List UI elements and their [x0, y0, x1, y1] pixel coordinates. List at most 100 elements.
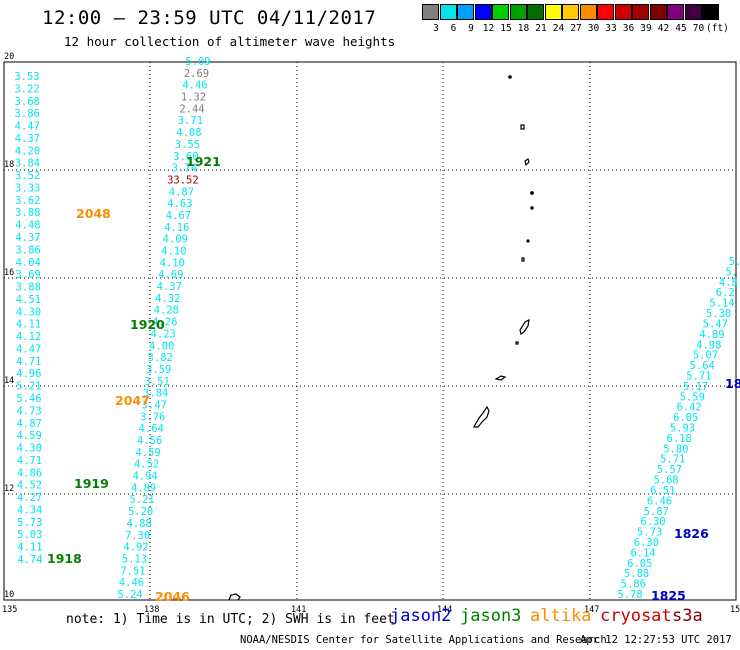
island — [515, 341, 519, 345]
wave-height-value: 3.88 — [15, 207, 40, 219]
legend-label: 21 — [535, 23, 547, 34]
lon-tick-label: 147 — [584, 605, 599, 615]
wave-height-value: 4.87 — [169, 186, 194, 198]
legend-swatch — [422, 4, 439, 20]
lon-tick-label: 135 — [2, 605, 17, 615]
wave-height-value: 5.57 — [657, 464, 682, 476]
legend-swatch — [684, 4, 702, 20]
axis-labels: 135 138 141 144 147 150 20 18 16 14 12 10 — [2, 52, 740, 615]
wave-height-value: 4.71 — [17, 455, 42, 467]
wave-height-value: 4.73 — [16, 405, 41, 417]
legend-label: 12 — [482, 23, 495, 34]
lon-tick-label: 150 — [730, 605, 740, 615]
wave-height-value: 5.64 — [690, 360, 715, 372]
legend-label: 27 — [570, 23, 582, 34]
wave-height-value: 5.73 — [637, 527, 662, 539]
wave-height-value: 4.32 — [155, 293, 180, 305]
page-subtitle: 12 hour collection of altimeter wave hei… — [64, 34, 396, 49]
wave-height-value: 4.10 — [160, 257, 185, 269]
wave-height-value: 5.86 — [621, 579, 646, 591]
wave-height-value: 4.48 — [15, 220, 40, 232]
islands — [228, 75, 534, 601]
wave-height-value: 6.18 — [667, 433, 692, 445]
wave-height-value: 4.08 — [176, 127, 201, 139]
wave-height-value: 4.46 — [182, 80, 207, 92]
island — [508, 75, 512, 79]
wave-height-value: 4.23 — [151, 328, 176, 340]
wave-height-value: 4.59 — [17, 430, 42, 442]
wave-height-value: 3.53 — [14, 71, 39, 83]
pass-number-label: 1826 — [674, 526, 709, 541]
legend-swatch — [492, 4, 509, 20]
wave-height-value: 3.62 — [15, 195, 40, 207]
island — [494, 375, 507, 381]
legend-swatch — [597, 4, 614, 20]
wave-height-value: 4.56 — [137, 435, 162, 447]
wave-height-value: 4.37 — [157, 281, 182, 293]
wave-height-value: 4.89 — [131, 482, 156, 494]
legend-swatch — [439, 4, 457, 20]
wave-height-value: 5.59 — [680, 391, 705, 403]
wave-height-value: 5.47 — [703, 318, 728, 330]
wave-height-value: 3.51 — [145, 376, 170, 388]
legend-label: 15 — [500, 23, 512, 34]
wave-height-value: 4.63 — [167, 198, 192, 210]
wave-height-value: 5.73 — [17, 517, 42, 529]
wave-height-value: 2.69 — [184, 68, 209, 80]
island — [526, 239, 530, 243]
wave-height-value: 4.26 — [152, 317, 177, 329]
wave-height-value: 4.04 — [16, 257, 41, 269]
wave-height-value: 4.87 — [17, 418, 42, 430]
wave-height-value: 6.30 — [640, 516, 665, 528]
legend-label: 6 — [450, 23, 457, 34]
wave-height-value: 5. — [725, 266, 738, 278]
page-title: 12:00 – 23:59 UTC 04/11/2017 — [42, 7, 377, 29]
lat-tick-label: 14 — [4, 376, 14, 386]
wave-height-value: 4.74 — [17, 554, 42, 566]
wave-height-value: 5.21 — [129, 494, 154, 506]
wave-height-value: 3.68 — [15, 96, 40, 108]
wave-height-value: 4.86 — [17, 467, 42, 479]
wave-height-value: 4.52 — [134, 459, 159, 471]
island — [473, 405, 490, 428]
wave-height-value: 6.05 — [627, 558, 652, 570]
lon-tick-label: 144 — [437, 605, 452, 615]
wave-height-value: 4.98 — [696, 339, 721, 351]
map-frame — [3, 61, 737, 601]
legend-label: 39 — [640, 23, 652, 34]
wave-height-value: 4.20 — [15, 145, 40, 157]
wave-height-value: 4.92 — [123, 542, 148, 554]
wave-height-value: 4.71 — [16, 356, 41, 368]
legend-swatch — [509, 4, 527, 20]
wave-height-value: 5.17 — [683, 381, 708, 393]
legend-label: 9 — [468, 23, 474, 34]
legend-label: 36 — [622, 23, 635, 34]
wave-height-value: 5.68 — [653, 475, 678, 487]
wave-height-value: 5.21 — [16, 381, 41, 393]
legend-swatch — [544, 4, 562, 20]
wave-height-value: 4.11 — [17, 542, 42, 554]
wave-height-value: 33.52 — [167, 174, 199, 186]
wave-height-value: 4.51 — [16, 294, 41, 306]
graticule — [4, 62, 736, 600]
legend-swatch — [702, 4, 719, 20]
credit-line: NOAA/NESDIS Center for Satellite Applica… — [240, 634, 607, 646]
wave-height-value: 4.94 — [132, 471, 157, 483]
wave-height-value: 3.86 — [15, 244, 40, 256]
wave-height-value: 5.14 — [709, 298, 734, 310]
mission-cryosat: cryosat — [600, 606, 672, 626]
wave-height-value: 7.51 — [120, 565, 145, 577]
pass-number-label: 2047 — [115, 393, 150, 408]
legend-swatch — [562, 4, 579, 20]
mission-jason2: jason2 — [390, 606, 452, 626]
lat-tick-label: 12 — [4, 484, 14, 494]
wave-height-value: 4.37 — [15, 133, 40, 145]
wave-height-value: 6.51 — [650, 485, 675, 497]
island — [530, 206, 534, 210]
wave-height-value: 6.30 — [634, 537, 659, 549]
wave-height-value: 4.89 — [699, 329, 724, 341]
wave-height-value: 3.71 — [178, 115, 203, 127]
wave-height-value: 5.03 — [17, 529, 42, 541]
legend-label: 3 — [433, 23, 439, 34]
